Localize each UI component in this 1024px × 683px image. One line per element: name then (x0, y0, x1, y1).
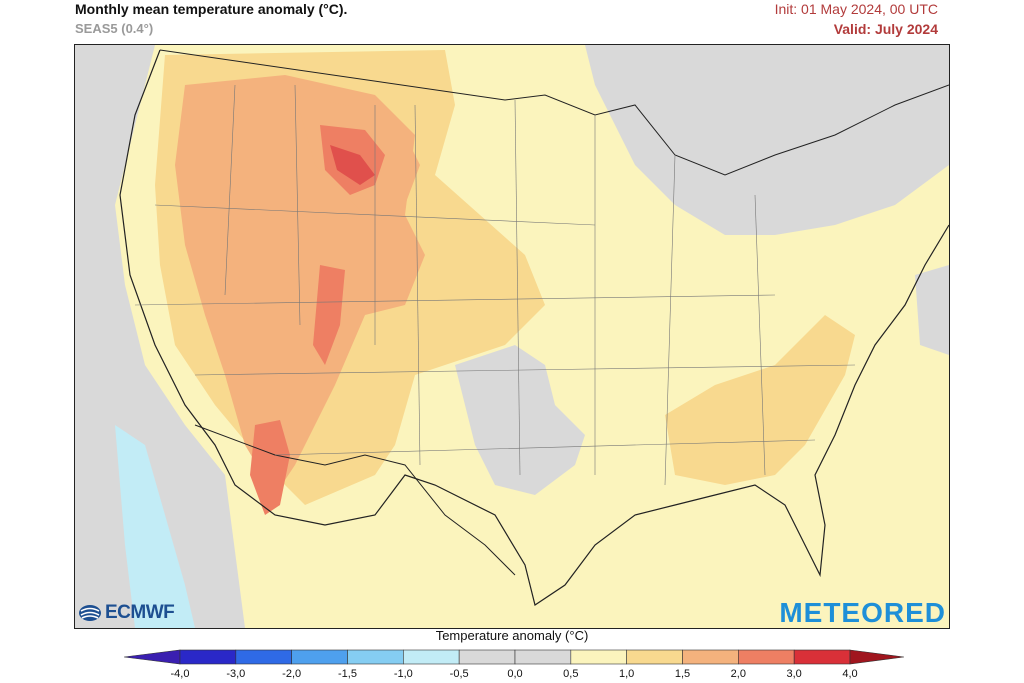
mexico-border (194, 424, 516, 576)
anomaly-southplains-neutral (455, 345, 585, 495)
us-outline (119, 49, 949, 606)
anomaly-greatlakes-neutral (585, 45, 949, 235)
colorbar-tick-label: 3,0 (786, 668, 802, 680)
meteored-logo: METEORED (779, 597, 946, 628)
colorbar-segment (682, 649, 739, 665)
anomaly-pacific-cool (115, 425, 195, 628)
colorbar-tick-label: 0,0 (507, 668, 523, 680)
anomaly-atlantic-neutral (915, 265, 949, 355)
anomaly-hotspot-colorado (313, 265, 345, 365)
anomaly-southeast-warm (665, 315, 855, 485)
colorbar-tick-label: 2,0 (730, 668, 746, 680)
ecmwf-mark-icon (79, 605, 101, 621)
colorbar-segment (179, 649, 237, 665)
colorbar-segment (793, 649, 851, 665)
colorbar-tick-label: -1,0 (393, 668, 413, 680)
colorbar-segment (514, 649, 572, 665)
legend-title: Temperature anomaly (°C) (435, 628, 589, 643)
anomaly-hotspot-max (330, 145, 375, 185)
colorbar-tick-label: -4,0 (170, 668, 190, 680)
colorbar-segment (458, 649, 516, 665)
colorbar-segment (403, 649, 460, 665)
colorbar-segment (738, 649, 795, 665)
model-subtitle: SEAS5 (0.4°) (75, 21, 154, 36)
colorbar-over (849, 649, 904, 665)
colorbar-segment (570, 649, 627, 665)
ecmwf-logo: ECMWF (78, 602, 175, 624)
init-time: Init: 01 May 2024, 00 UTC (774, 1, 938, 17)
colorbar-tick-label: -1,5 (338, 668, 357, 680)
colorbar-tick-label: 4,0 (842, 668, 858, 680)
anomaly-map (74, 44, 950, 629)
colorbar-tick-label: -0,5 (449, 668, 469, 680)
valid-period: Valid: July 2024 (833, 21, 938, 37)
chart-title: Monthly mean temperature anomaly (°C). (75, 1, 348, 17)
colorbar-segments (179, 649, 851, 665)
colorbar-tick-label: 1,0 (619, 668, 635, 680)
colorbar-segment (291, 649, 348, 665)
colorbar-tick-label: 1,5 (674, 668, 691, 680)
colorbar-tick-label: -2,0 (282, 668, 302, 680)
state-lines (134, 84, 856, 486)
colorbar (124, 649, 904, 665)
colorbar-segment (626, 649, 683, 665)
colorbar-segment (347, 649, 404, 665)
ecmwf-logo-text: ECMWF (105, 602, 175, 623)
colorbar-tick-label: 0,5 (563, 668, 579, 680)
colorbar-segment (235, 649, 292, 665)
anomaly-pacific-neutral (75, 45, 245, 628)
colorbar-under (124, 649, 181, 665)
colorbar-tick-label: -3,0 (226, 668, 246, 680)
map-canvas (75, 45, 949, 628)
anomaly-hotspot-arizona (250, 420, 290, 515)
